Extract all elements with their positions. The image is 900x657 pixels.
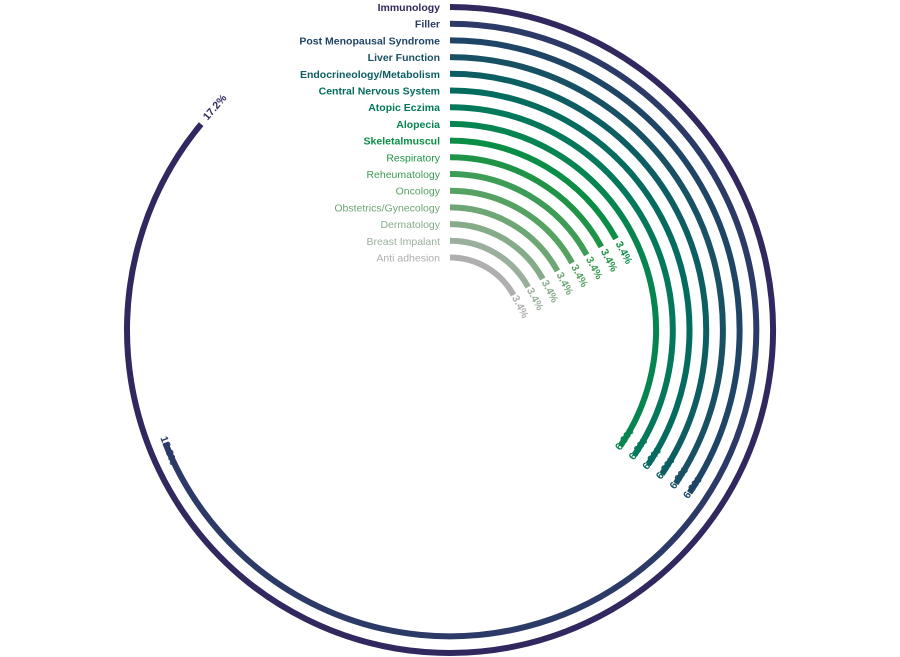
category-label-immunology: Immunology [378,2,441,14]
value-label-filler: 13.8% [157,435,179,468]
category-label-skeletalmuscul: Skeletalmuscul [364,136,441,148]
arc-alopecia [449,120,660,448]
arc-oncology [449,187,575,265]
arc-reheumatology [449,171,590,257]
category-label-obstetrics-gynecology: Obstetrics/Gynecology [334,202,440,214]
category-label-breast-impalant: Breast Impalant [366,236,440,248]
arc-anti-adhesion [449,254,517,297]
arc-obstetrics-gynecology [449,204,561,273]
category-label-oncology: Oncology [396,186,441,198]
category-label-alopecia: Alopecia [396,119,440,131]
arc-respiratory [449,154,604,249]
arc-post-menopausal-syndrome [449,37,743,495]
category-label-central-nervous-system: Central Nervous System [319,86,440,98]
category-label-endocrineology-metabolism: Endocrineology/Metabolism [300,69,440,81]
category-label-reheumatology: Reheumatology [366,169,440,181]
arc-endocrineology-metabolism [449,70,710,476]
category-labels: Immunology Filler Post Menopausal Syndrome… [299,2,440,265]
arc-central-nervous-system [449,87,693,467]
arc-dermatology [449,221,546,281]
arc-skeletalmuscul [449,137,619,241]
arc-liver-function [449,54,726,486]
category-label-filler: Filler [415,19,440,31]
arc-breast-impalant [449,237,531,289]
category-label-post-menopausal-syndrome: Post Menopausal Syndrome [299,35,440,47]
category-label-liver-function: Liver Function [368,52,440,64]
category-label-respiratory: Respiratory [386,152,440,164]
arc-immunology [124,4,776,656]
category-label-anti-adhesion: Anti adhesion [376,253,440,265]
category-label-atopic-eczima: Atopic Eczima [368,102,440,114]
arc-filler [162,20,760,640]
chart-arcs [124,4,776,656]
value-label-immunology: 17.2% [201,92,230,123]
arc-atopic-eczima [449,104,676,457]
category-label-dermatology: Dermatology [380,219,440,231]
